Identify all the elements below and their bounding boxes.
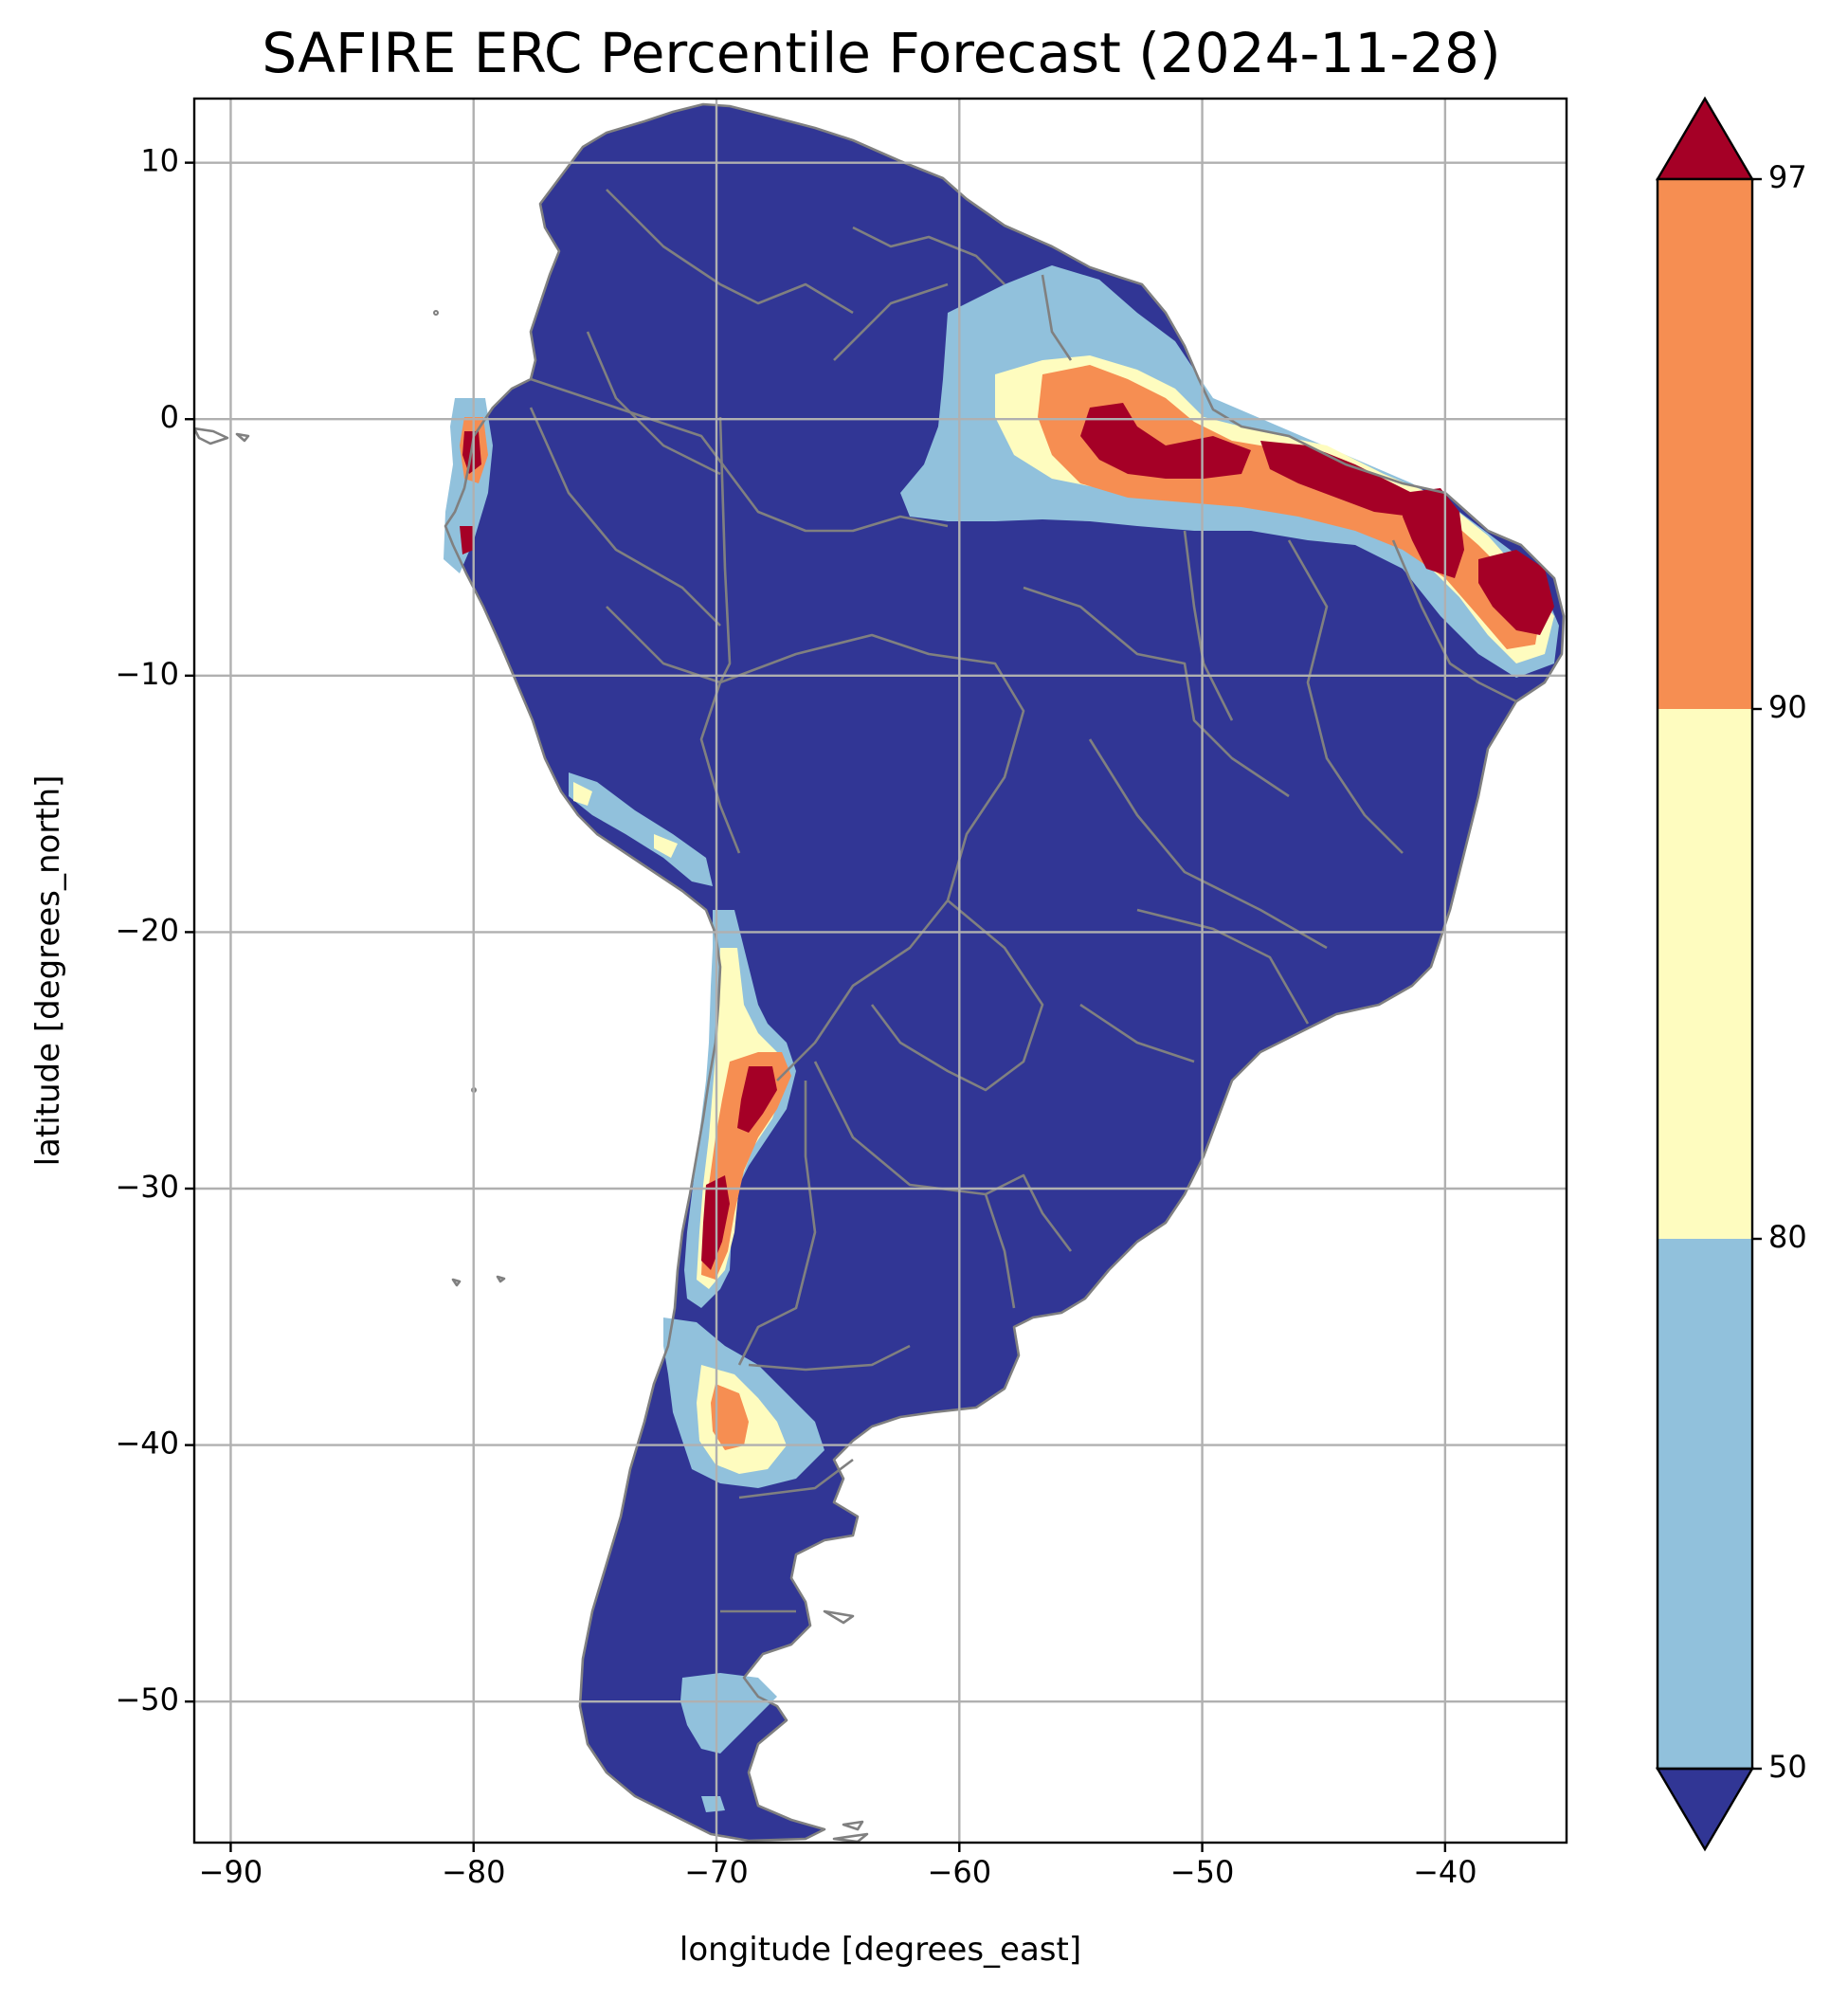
x-tick-label: −70 — [684, 1854, 749, 1890]
x-tick-label: −60 — [928, 1854, 992, 1890]
y-tick-label: 10 — [140, 143, 179, 179]
region-80-90-south-peru — [573, 782, 592, 806]
region-above-97-maranhao — [1260, 441, 1422, 517]
region-above-97-amapa — [1080, 403, 1251, 479]
gridlines — [194, 99, 1567, 1843]
x-tick-label: −80 — [442, 1854, 506, 1890]
x-tick-label: −50 — [1170, 1854, 1235, 1890]
y-tick-label: −40 — [115, 1426, 179, 1462]
region-above-97-rn-paraiba — [1478, 550, 1554, 635]
region-50-80-tierra-del-fuego — [701, 1796, 725, 1812]
colorbar: 97 90 80 50 — [1655, 96, 1807, 1852]
x-tick-label: −40 — [1413, 1854, 1477, 1890]
y-axis-label: latitude [degrees_north] — [29, 775, 67, 1167]
colorbar-tick-label: 97 — [1768, 159, 1807, 195]
colorbar-frame — [1656, 177, 1754, 1771]
y-axis: 10 0 −10 −20 −30 −40 −50 — [115, 143, 194, 1717]
colorbar-tick-label: 90 — [1768, 689, 1807, 725]
x-axis-label: longitude [degrees_east] — [679, 1931, 1081, 1969]
region-above-97-ceara — [1403, 488, 1464, 578]
colorbar-band-80-90 — [1658, 709, 1752, 1239]
colorbar-band-50-80 — [1658, 1239, 1752, 1769]
region-above-97-north-peru — [460, 526, 474, 554]
colorbar-band-90-97 — [1658, 179, 1752, 709]
region-50-80-south-patagonia — [680, 1673, 777, 1754]
colorbar-extend-min — [1655, 1767, 1755, 1852]
x-tick-label: −90 — [199, 1854, 263, 1890]
colorbar-tick-label: 80 — [1768, 1219, 1807, 1255]
axes-frame — [192, 97, 1568, 1845]
hotspots-layer — [444, 265, 1559, 1812]
chart-title: SAFIRE ERC Percentile Forecast (2024-11-… — [262, 21, 1500, 85]
x-axis: −90 −80 −70 −60 −50 −40 — [199, 1843, 1477, 1890]
borders-layer — [444, 102, 1566, 1843]
y-tick-label: 0 — [160, 399, 179, 435]
region-90-97-north-brazil — [1038, 365, 1540, 649]
region-above-97-atacama — [737, 1066, 777, 1133]
y-tick-label: −10 — [115, 656, 179, 692]
map-area — [194, 99, 1567, 1843]
y-tick-label: −50 — [115, 1681, 179, 1717]
colorbar-tick-label: 50 — [1768, 1749, 1807, 1785]
region-50-80-south-peru — [569, 772, 713, 886]
region-80-90-arica — [654, 834, 678, 858]
y-tick-label: −30 — [115, 1169, 179, 1205]
region-90-97-neuquen — [711, 1384, 749, 1450]
colorbar-extend-max — [1655, 96, 1755, 181]
y-tick-label: −20 — [115, 912, 179, 948]
